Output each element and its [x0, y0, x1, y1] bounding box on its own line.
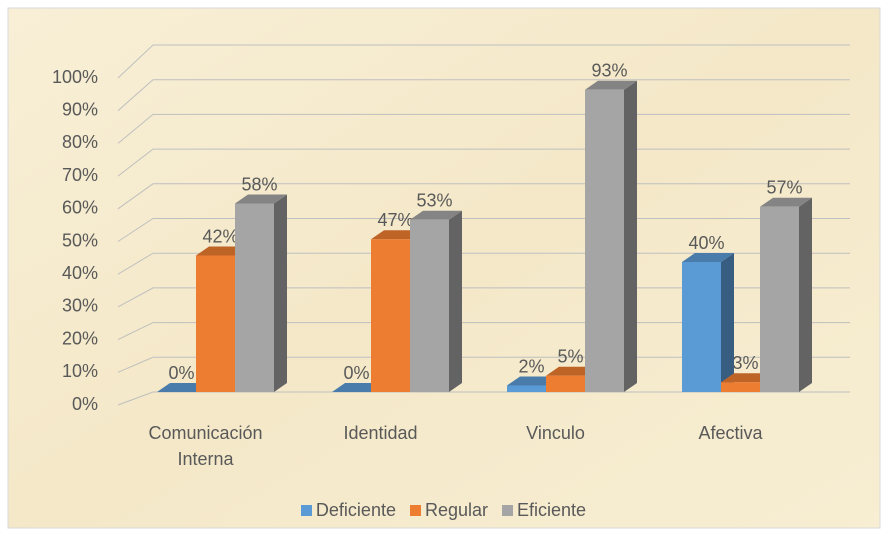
- bar-front: [585, 89, 624, 392]
- x-tick-label: Comunicación Interna: [148, 423, 263, 469]
- legend-swatch: [502, 505, 514, 516]
- legend-swatch: [300, 505, 312, 516]
- bar-top: [760, 197, 812, 207]
- bar-front: [682, 262, 721, 392]
- data-label: 3%: [732, 353, 758, 373]
- bar-side: [449, 210, 462, 392]
- y-tick-label: 50%: [62, 230, 98, 250]
- bar-side: [274, 194, 287, 392]
- y-tick-label: 10%: [62, 361, 98, 381]
- legend-label: Deficiente: [315, 500, 396, 520]
- data-label: 42%: [202, 226, 238, 246]
- y-tick-label: 0%: [72, 394, 98, 414]
- bar-side: [721, 253, 734, 392]
- y-tick-label: 20%: [62, 328, 98, 348]
- data-label: 40%: [688, 233, 724, 253]
- y-tick-label: 90%: [62, 99, 98, 119]
- data-label: 5%: [557, 347, 583, 367]
- bar-side: [624, 80, 637, 392]
- y-tick-label: 60%: [62, 198, 98, 218]
- data-label: 0%: [168, 363, 194, 383]
- bar-front: [546, 375, 585, 392]
- x-tick-label: Identidad: [343, 423, 418, 443]
- bar-front: [507, 385, 546, 392]
- legend-label: Regular: [424, 500, 489, 520]
- data-label: 0%: [343, 363, 369, 383]
- x-label-box: Comunicación Interna: [148, 423, 263, 469]
- data-label: 2%: [518, 356, 544, 376]
- y-tick-label: 100%: [52, 67, 98, 87]
- grid-line: [117, 44, 850, 79]
- bar-front: [760, 206, 799, 392]
- bar: [585, 80, 637, 392]
- bar-top: [585, 80, 637, 90]
- bar-side: [799, 197, 812, 392]
- grid-line: [117, 79, 850, 112]
- data-label: 47%: [377, 210, 413, 230]
- y-tick-label: 80%: [62, 132, 98, 152]
- y-tick-label: 40%: [62, 263, 98, 283]
- bar-top: [235, 194, 287, 204]
- x-tick-label: Vinculo: [526, 423, 585, 443]
- bar-front: [721, 382, 760, 392]
- bar: [410, 210, 462, 392]
- bar-top: [410, 210, 462, 220]
- bar-top: [682, 253, 734, 262]
- bar-front: [235, 203, 274, 392]
- bar-front: [410, 219, 449, 392]
- data-label: 93%: [591, 61, 627, 81]
- legend-label: Eficiente: [517, 500, 587, 520]
- legend-swatch: [409, 505, 421, 516]
- bar-front: [196, 255, 235, 392]
- legend-item: Eficiente: [502, 500, 586, 521]
- data-label: 57%: [766, 178, 802, 198]
- y-tick-label: 30%: [62, 296, 98, 316]
- bar: [235, 194, 287, 392]
- x-tick-label: Afectiva: [698, 423, 763, 443]
- bar: [760, 197, 812, 392]
- x-label-box: Afectiva: [698, 423, 763, 443]
- y-tick-label: 70%: [62, 165, 98, 185]
- x-label-box: Identidad: [343, 423, 418, 443]
- legend-item: Regular: [409, 500, 489, 521]
- data-label: 58%: [241, 174, 277, 194]
- data-label: 53%: [416, 191, 452, 211]
- legend-item: Deficiente: [300, 500, 396, 521]
- bar-front: [371, 239, 410, 392]
- x-label-box: Vinculo: [526, 423, 585, 443]
- legend: Deficiente Regular Eficiente: [0, 500, 887, 521]
- bar: [682, 253, 734, 392]
